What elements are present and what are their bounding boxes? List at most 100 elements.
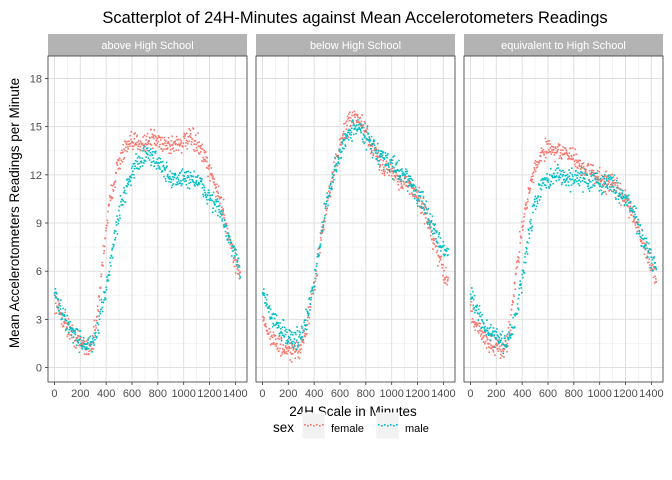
- data-point: [648, 252, 651, 255]
- plot-background: [256, 56, 455, 382]
- data-point: [56, 306, 59, 308]
- data-point: [443, 254, 446, 257]
- data-point: [328, 192, 331, 195]
- data-point: [425, 212, 427, 215]
- data-point: [631, 210, 634, 213]
- data-point: [166, 148, 168, 150]
- data-point: [495, 343, 497, 346]
- data-point: [357, 123, 360, 126]
- data-point: [524, 261, 527, 264]
- data-point: [146, 147, 149, 149]
- data-point: [149, 151, 152, 154]
- data-point: [598, 166, 601, 169]
- data-point: [379, 156, 381, 158]
- data-point: [469, 293, 472, 296]
- data-point: [89, 342, 91, 345]
- data-point: [610, 178, 613, 180]
- data-point: [261, 292, 264, 294]
- data-point: [629, 202, 632, 204]
- data-point: [440, 250, 442, 252]
- data-point: [125, 143, 128, 146]
- data-point: [612, 186, 615, 188]
- data-point: [593, 173, 595, 175]
- data-point: [111, 184, 114, 187]
- data-point: [302, 330, 305, 332]
- data-point: [271, 336, 274, 339]
- data-point: [216, 183, 218, 186]
- data-point: [592, 169, 595, 172]
- chart-title: Scatterplot of 24H-Minutes against Mean …: [102, 9, 607, 27]
- data-point: [375, 148, 378, 151]
- data-point: [363, 126, 365, 129]
- data-point: [633, 218, 636, 220]
- data-point: [514, 315, 516, 317]
- data-point: [355, 119, 358, 122]
- data-point: [307, 316, 309, 319]
- data-point: [304, 332, 306, 335]
- data-point: [322, 224, 325, 227]
- data-point: [596, 179, 599, 181]
- data-point: [164, 144, 167, 147]
- data-point: [58, 310, 60, 312]
- data-point: [277, 322, 279, 324]
- data-point: [280, 336, 282, 339]
- data-point: [74, 333, 77, 336]
- data-point: [121, 198, 124, 201]
- data-point: [142, 148, 145, 150]
- data-point: [219, 202, 221, 205]
- data-point: [633, 216, 635, 218]
- legend: sex female male: [273, 412, 429, 440]
- data-point: [508, 321, 510, 323]
- data-point: [348, 128, 351, 131]
- data-point: [144, 145, 146, 148]
- data-point: [426, 209, 429, 211]
- data-point: [623, 200, 625, 203]
- data-point: [517, 256, 519, 258]
- data-point: [412, 183, 415, 186]
- data-point: [187, 142, 189, 145]
- data-point: [238, 273, 240, 276]
- data-point: [351, 140, 353, 142]
- data-point: [325, 205, 327, 208]
- x-tick-label: 1400: [223, 388, 247, 400]
- data-point: [208, 164, 211, 166]
- data-point: [399, 169, 402, 171]
- data-point: [350, 131, 353, 134]
- data-point: [347, 136, 350, 138]
- data-point: [545, 150, 548, 153]
- data-point: [345, 120, 348, 122]
- data-point: [361, 114, 363, 116]
- legend-swatch: [322, 424, 324, 426]
- data-point: [70, 329, 73, 332]
- data-point: [287, 341, 289, 344]
- data-point: [168, 178, 171, 180]
- data-point: [636, 226, 639, 228]
- data-point: [649, 267, 651, 269]
- data-point: [495, 338, 497, 340]
- data-point: [197, 145, 200, 147]
- data-point: [335, 169, 337, 171]
- data-point: [332, 180, 334, 183]
- data-point: [287, 349, 290, 352]
- data-point: [160, 139, 162, 141]
- data-point: [652, 257, 655, 259]
- data-point: [346, 115, 349, 118]
- data-point: [319, 236, 322, 239]
- data-point: [473, 320, 476, 323]
- data-point: [75, 344, 78, 347]
- data-point: [653, 266, 656, 268]
- data-point: [208, 191, 211, 194]
- data-point: [352, 124, 355, 127]
- data-point: [539, 151, 542, 154]
- data-point: [178, 180, 180, 182]
- data-point: [483, 334, 485, 337]
- data-point: [73, 329, 76, 331]
- data-point: [78, 351, 81, 354]
- data-point: [208, 165, 211, 168]
- data-point: [303, 319, 306, 321]
- data-point: [220, 210, 223, 212]
- data-point: [640, 237, 643, 240]
- data-point: [364, 131, 366, 133]
